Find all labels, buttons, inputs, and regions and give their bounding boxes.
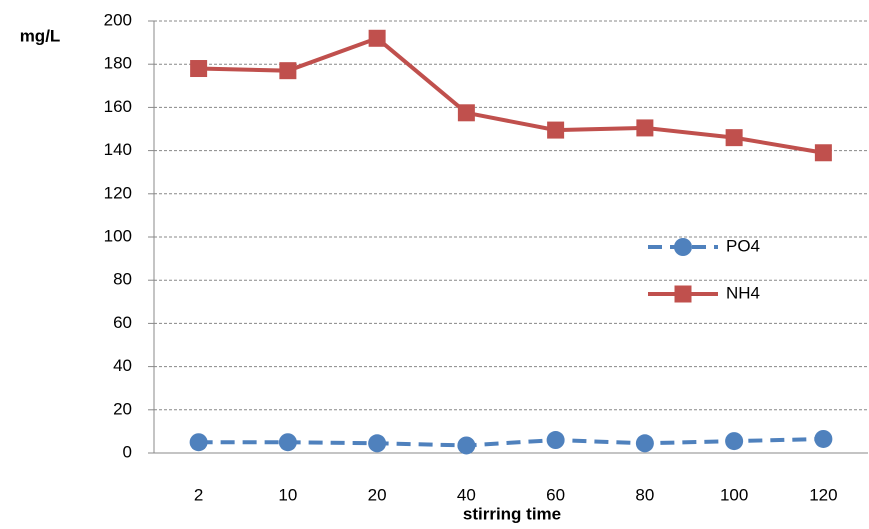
- y-tick-label: 80: [113, 270, 132, 289]
- data-point: [189, 433, 208, 452]
- y-tick-label: 100: [104, 226, 132, 245]
- data-point: [368, 29, 386, 47]
- x-tick-label: 60: [546, 485, 565, 504]
- x-tick-label: 100: [720, 485, 748, 504]
- data-point: [635, 434, 654, 453]
- series-line: [198, 436, 824, 448]
- data-point: [546, 431, 565, 450]
- x-tick-label: 120: [809, 485, 837, 504]
- series-line: [198, 36, 824, 155]
- data-point: [814, 429, 833, 448]
- y-tick-label: 40: [113, 356, 132, 375]
- y-tick-label: 160: [104, 97, 132, 116]
- data-point: [725, 432, 744, 451]
- data-point: [636, 119, 654, 137]
- legend-marker: [674, 238, 692, 256]
- x-axis-label: stirring time: [463, 504, 561, 523]
- y-tick-label: 20: [113, 399, 132, 418]
- y-axis-label: mg/L: [20, 26, 61, 45]
- x-tick-label: 10: [278, 485, 297, 504]
- x-tick-label: 20: [368, 485, 387, 504]
- data-point: [368, 434, 387, 453]
- data-point: [190, 60, 208, 78]
- legend-label: NH4: [726, 283, 760, 302]
- x-tick-label: 2: [194, 485, 203, 504]
- data-point: [547, 121, 565, 139]
- data-point: [457, 436, 476, 455]
- data-point: [725, 129, 743, 147]
- x-tick-label: 80: [635, 485, 654, 504]
- x-tick-label: 40: [457, 485, 476, 504]
- legend-marker: [674, 285, 692, 303]
- data-point: [457, 104, 475, 122]
- data-point: [278, 433, 297, 452]
- y-tick-label: 60: [113, 313, 132, 332]
- y-tick-label: 140: [104, 140, 132, 159]
- data-point: [814, 144, 832, 162]
- y-tick-label: 180: [104, 54, 132, 73]
- y-tick-label: 200: [104, 10, 132, 29]
- data-point: [279, 62, 297, 80]
- legend-label: PO4: [726, 236, 760, 255]
- y-tick-label: 0: [123, 442, 132, 461]
- y-tick-label: 120: [104, 183, 132, 202]
